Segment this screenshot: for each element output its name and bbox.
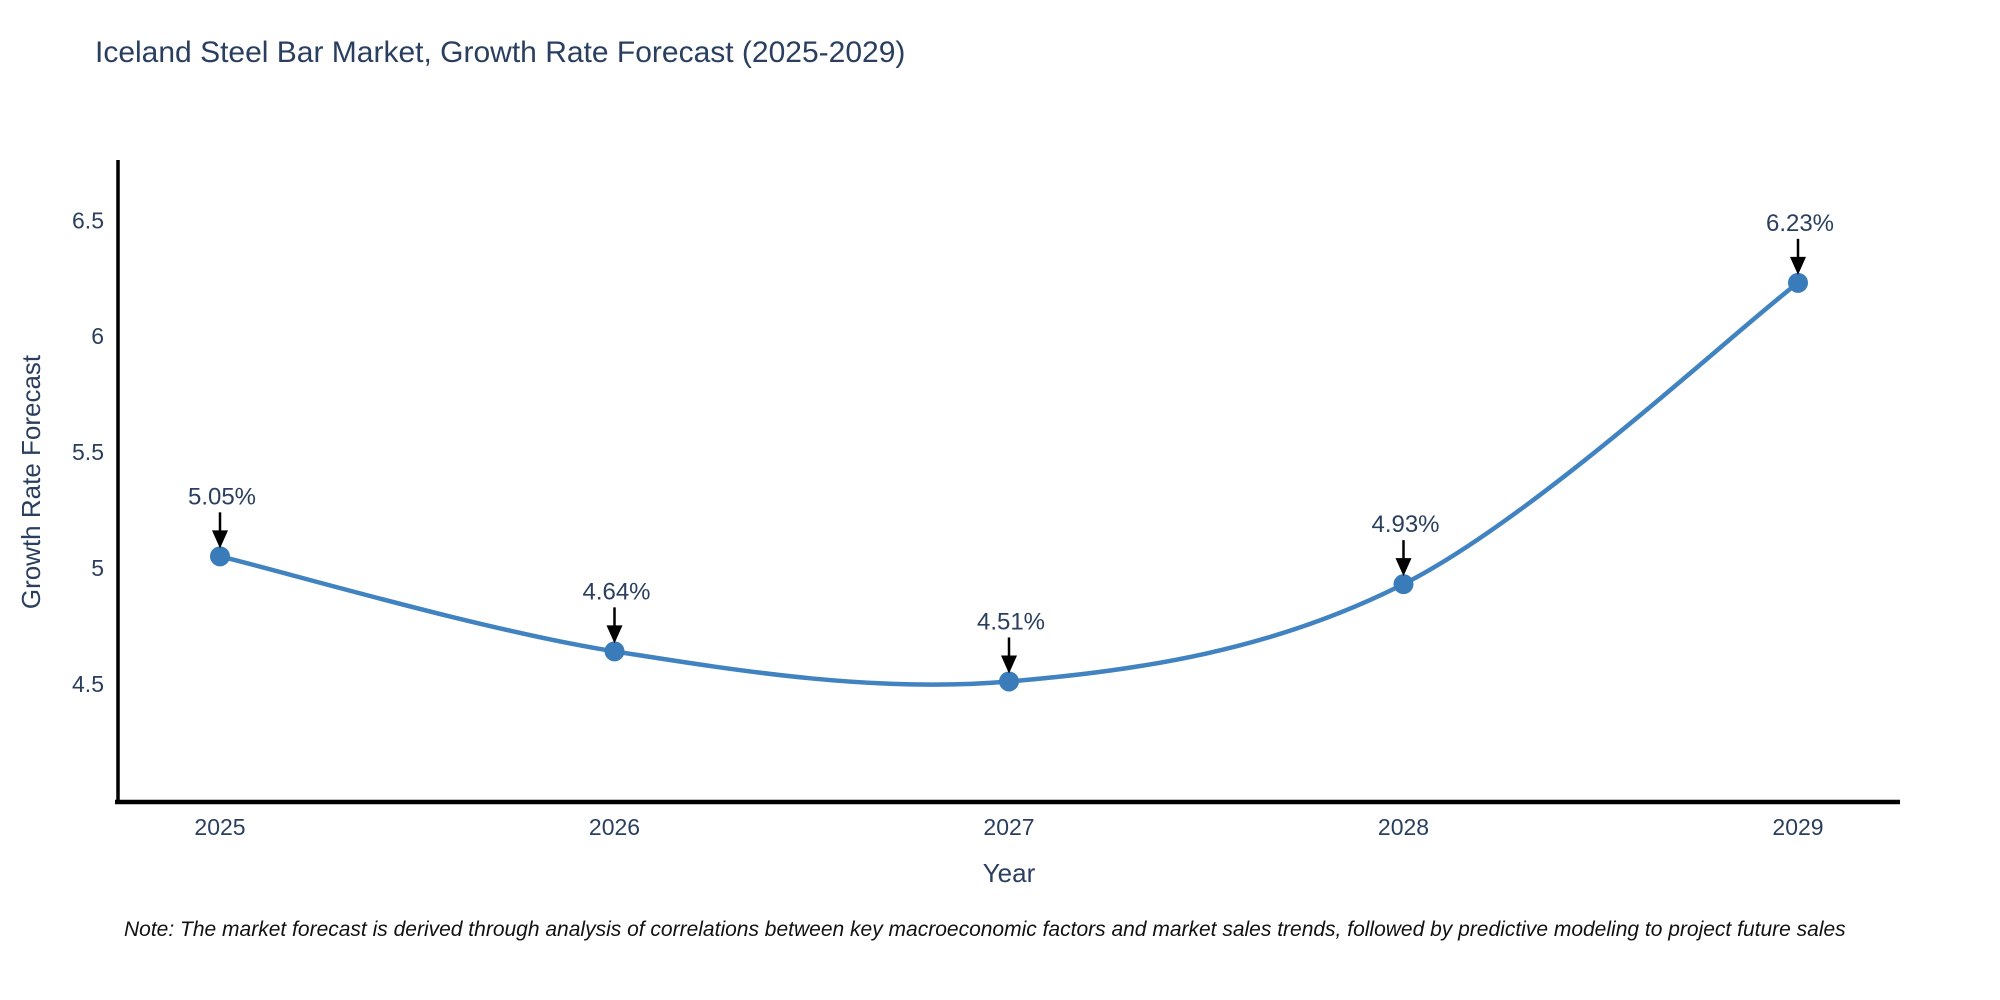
- data-point-marker[interactable]: [210, 546, 230, 567]
- y-tick-label: 6: [91, 323, 104, 349]
- y-tick-label: 5: [91, 555, 104, 581]
- y-tick-label: 4.5: [72, 671, 104, 697]
- y-tick-label: 5.5: [72, 439, 104, 465]
- chart-title: Iceland Steel Bar Market, Growth Rate Fo…: [95, 36, 906, 69]
- footnote: Note: The market forecast is derived thr…: [124, 918, 1846, 941]
- x-tick-label: 2026: [589, 814, 640, 840]
- data-point-marker[interactable]: [1393, 574, 1414, 595]
- data-point-annotation: 5.05%: [188, 483, 256, 510]
- annotation-arrowhead-icon: [212, 530, 228, 549]
- data-point-marker[interactable]: [999, 671, 1019, 692]
- y-tick-label: 6.5: [72, 207, 104, 233]
- x-tick-label: 2027: [983, 814, 1034, 840]
- data-point-annotation: 6.23%: [1766, 210, 1834, 237]
- annotation-arrowhead-icon: [606, 625, 623, 644]
- y-axis-title: Growth Rate Forecast: [16, 354, 46, 609]
- data-point-annotation: 4.93%: [1371, 511, 1439, 538]
- x-tick-label: 2028: [1378, 814, 1429, 840]
- data-point-annotation: 4.51%: [977, 608, 1045, 635]
- data-point-marker[interactable]: [604, 641, 625, 662]
- data-point-annotation: 4.64%: [582, 578, 650, 605]
- annotation-arrowhead-icon: [1395, 558, 1412, 577]
- x-tick-label: 2029: [1772, 814, 1823, 840]
- annotation-arrowhead-icon: [1001, 655, 1017, 674]
- x-tick-label: 2025: [194, 814, 245, 840]
- data-point-marker[interactable]: [1788, 272, 1808, 293]
- x-axis-title: Year: [983, 858, 1036, 888]
- annotation-arrowhead-icon: [1790, 256, 1806, 275]
